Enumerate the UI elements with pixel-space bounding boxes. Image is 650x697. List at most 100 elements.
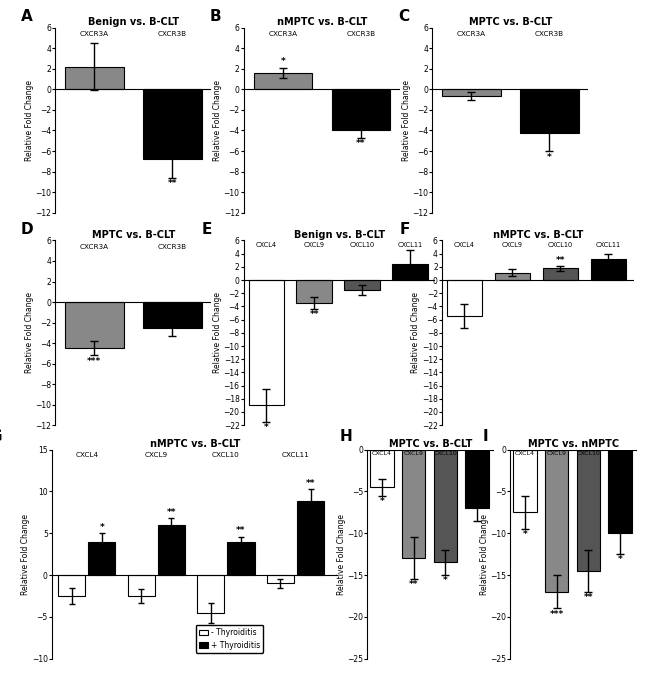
Text: **: ** [309, 310, 318, 319]
Text: CXCL4: CXCL4 [372, 451, 392, 457]
Title: MPTC vs. B-CLT: MPTC vs. B-CLT [92, 230, 175, 240]
Text: *: * [380, 497, 384, 506]
Text: I: I [482, 429, 488, 444]
Title: MPTC vs. nMPTC: MPTC vs. nMPTC [528, 439, 619, 449]
Text: CXCR3B: CXCR3B [158, 243, 187, 250]
Bar [465, 450, 489, 508]
Text: **: ** [166, 508, 176, 517]
Bar [442, 89, 501, 95]
Text: CXCL10: CXCL10 [547, 243, 573, 248]
Bar [402, 450, 425, 558]
Y-axis label: Relative Fold Change: Relative Fold Change [402, 79, 411, 161]
Bar [447, 280, 482, 316]
Text: *: * [523, 530, 527, 539]
Text: CXCL11: CXCL11 [465, 451, 489, 457]
Bar [198, 575, 224, 613]
Bar [88, 542, 116, 575]
Bar [58, 575, 85, 596]
Text: A: A [21, 9, 32, 24]
Bar [296, 280, 332, 303]
Text: *: * [264, 423, 268, 432]
Bar [332, 89, 390, 130]
Text: *: * [99, 523, 104, 532]
Y-axis label: Relative Fold Change: Relative Fold Change [480, 514, 489, 595]
Text: CXCL9: CXCL9 [547, 451, 567, 457]
Text: *: * [547, 153, 552, 162]
Text: *: * [618, 556, 623, 565]
Text: CXCL9: CXCL9 [304, 243, 324, 248]
Bar [543, 268, 578, 280]
Bar [158, 525, 185, 575]
Title: Benign vs. B-CLT: Benign vs. B-CLT [294, 230, 385, 240]
Y-axis label: Relative Fold Change: Relative Fold Change [337, 514, 346, 595]
Text: F: F [400, 222, 410, 237]
Y-axis label: Relative Fold Change: Relative Fold Change [411, 292, 421, 374]
Bar [297, 501, 324, 575]
Bar [591, 259, 626, 280]
Text: **: ** [306, 479, 315, 488]
Text: CXCL4: CXCL4 [454, 243, 475, 248]
Y-axis label: Relative Fold Change: Relative Fold Change [213, 79, 222, 161]
Legend: - Thyroiditis, + Thyroiditis: - Thyroiditis, + Thyroiditis [196, 625, 263, 653]
Y-axis label: Relative Fold Change: Relative Fold Change [25, 79, 34, 161]
Text: CXCR3A: CXCR3A [80, 243, 109, 250]
Text: CXCR3A: CXCR3A [268, 31, 297, 37]
Text: CXCL9: CXCL9 [145, 452, 168, 458]
Bar [65, 302, 124, 348]
Title: nMPTC vs. B-CLT: nMPTC vs. B-CLT [493, 230, 583, 240]
Y-axis label: Relative Fold Change: Relative Fold Change [21, 514, 31, 595]
Text: D: D [21, 222, 34, 237]
Text: CXCL4: CXCL4 [75, 452, 98, 458]
Title: MPTC vs. B-CLT: MPTC vs. B-CLT [389, 439, 473, 449]
Text: CXCL11: CXCL11 [595, 243, 621, 248]
Bar [577, 450, 600, 571]
Text: E: E [202, 222, 212, 237]
Text: CXCL9: CXCL9 [404, 451, 424, 457]
Title: Benign vs. B-CLT: Benign vs. B-CLT [88, 17, 179, 27]
Bar [514, 450, 537, 512]
Bar [370, 450, 394, 487]
Text: CXCL4: CXCL4 [515, 451, 535, 457]
Text: CXCL10: CXCL10 [434, 451, 458, 457]
Text: CXCL10: CXCL10 [577, 451, 601, 457]
Text: CXCR3B: CXCR3B [158, 31, 187, 37]
Text: H: H [339, 429, 352, 444]
Bar [434, 450, 457, 562]
Text: **: ** [236, 526, 246, 535]
Bar [495, 273, 530, 280]
Text: CXCL9: CXCL9 [502, 243, 523, 248]
Text: B: B [209, 9, 221, 24]
Bar [143, 302, 202, 328]
Text: **: ** [584, 593, 593, 602]
Title: nMPTC vs. B-CLT: nMPTC vs. B-CLT [276, 17, 367, 27]
Title: MPTC vs. B-CLT: MPTC vs. B-CLT [469, 17, 552, 27]
Title: nMPTC vs. B-CLT: nMPTC vs. B-CLT [150, 439, 240, 449]
Bar [545, 450, 568, 592]
Y-axis label: Relative Fold Change: Relative Fold Change [25, 292, 34, 374]
Text: CXCL4: CXCL4 [255, 243, 277, 248]
Bar [267, 575, 294, 583]
Text: **: ** [168, 179, 177, 188]
Text: *: * [280, 57, 285, 66]
Y-axis label: Relative Fold Change: Relative Fold Change [213, 292, 222, 374]
Bar [254, 73, 312, 89]
Text: CXCL10: CXCL10 [212, 452, 240, 458]
Text: CXCL11: CXCL11 [281, 452, 309, 458]
Bar [227, 542, 255, 575]
Text: ***: *** [87, 357, 101, 366]
Text: **: ** [356, 139, 365, 148]
Text: CXCL11: CXCL11 [608, 451, 632, 457]
Text: ***: *** [550, 610, 564, 619]
Text: CXCR3A: CXCR3A [80, 31, 109, 37]
Bar [65, 67, 124, 89]
Bar [344, 280, 380, 290]
Text: CXCL11: CXCL11 [397, 243, 422, 248]
Text: **: ** [409, 581, 419, 590]
Bar [128, 575, 155, 596]
Text: CXCR3B: CXCR3B [346, 31, 375, 37]
Text: CXCR3A: CXCR3A [457, 31, 486, 37]
Text: CXCL10: CXCL10 [349, 243, 374, 248]
Bar [248, 280, 283, 406]
Text: CXCR3B: CXCR3B [535, 31, 564, 37]
Bar [520, 89, 578, 132]
